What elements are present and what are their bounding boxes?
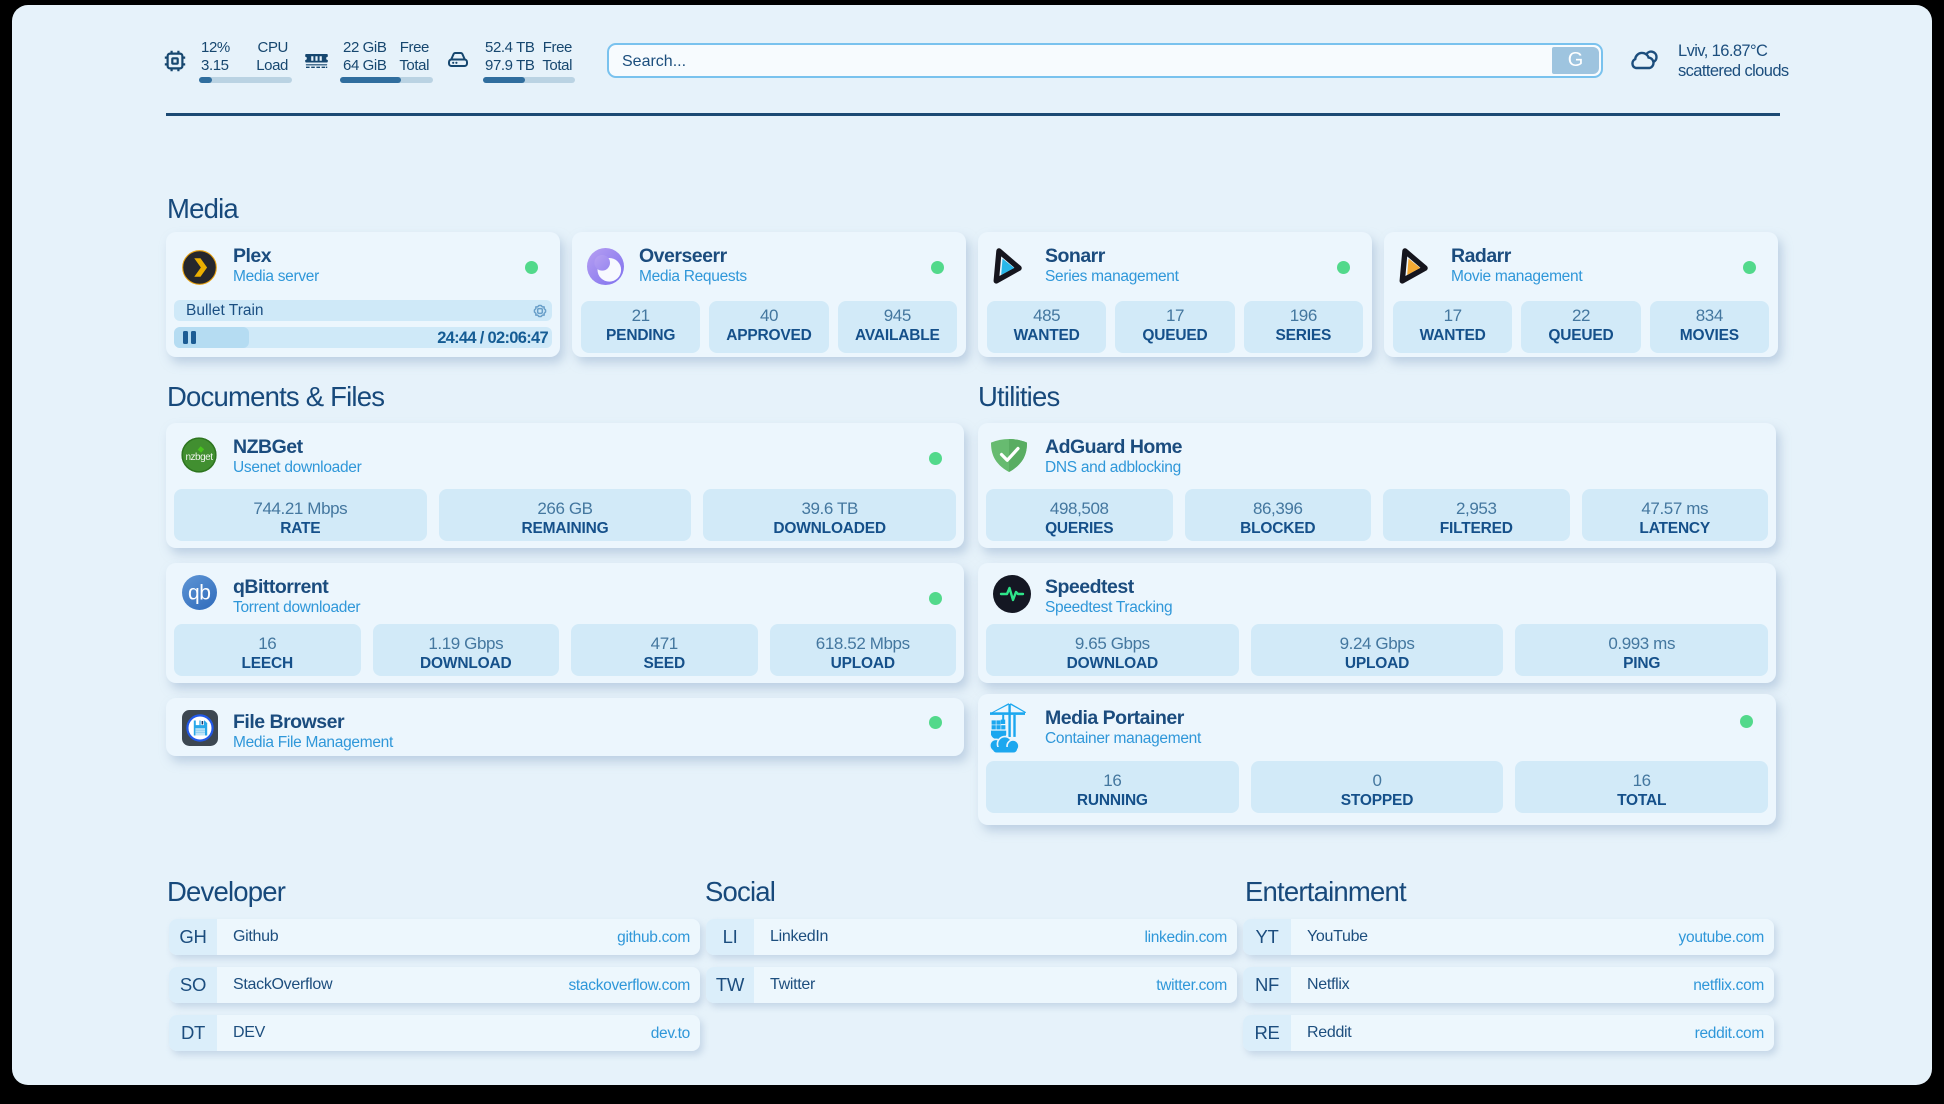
- svg-text:qb: qb: [188, 581, 210, 604]
- svg-text:nzbget: nzbget: [185, 452, 213, 463]
